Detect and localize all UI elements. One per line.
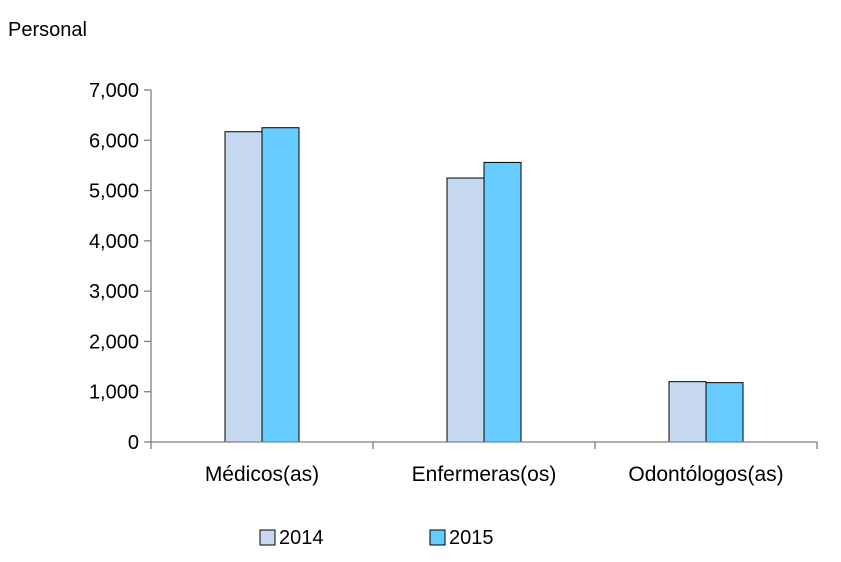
y-tick-label: 0 [128, 432, 139, 454]
y-axis-ticks: 0 1,000 2,000 3,000 4,000 5,000 6,000 7,000 [89, 80, 151, 454]
bar-2015-2 [483, 161, 522, 443]
category-label: Odontólogos(as) [628, 463, 783, 486]
bar-2015-1 [261, 127, 300, 443]
bar-2014-2 [446, 177, 485, 443]
bar-2014-1 [224, 131, 263, 443]
category-label: Médicos(as) [205, 463, 319, 486]
bar-2015-3 [705, 382, 744, 443]
y-tick-label: 7,000 [89, 80, 139, 102]
legend: 2014 2015 [259, 527, 494, 549]
y-tick-label: 5,000 [89, 181, 139, 203]
y-axis-label: Personal [8, 19, 87, 41]
category-labels: Médicos(as) Enfermeras(os) Odontólogos(as) [205, 463, 784, 486]
category-label: Enfermeras(os) [412, 463, 557, 486]
y-tick-label: 1,000 [89, 382, 139, 404]
legend-label-2014: 2014 [279, 527, 324, 549]
legend-swatch-2014 [259, 529, 276, 546]
legend-swatch-2015 [429, 529, 446, 546]
y-tick-label: 4,000 [89, 231, 139, 253]
legend-label-2015: 2015 [449, 527, 494, 549]
x-axis-ticks [150, 442, 818, 449]
y-tick-label: 2,000 [89, 331, 139, 353]
bars [224, 127, 744, 443]
y-tick-label: 6,000 [89, 130, 139, 152]
bar-2014-3 [668, 381, 707, 443]
y-tick-label: 3,000 [89, 281, 139, 303]
